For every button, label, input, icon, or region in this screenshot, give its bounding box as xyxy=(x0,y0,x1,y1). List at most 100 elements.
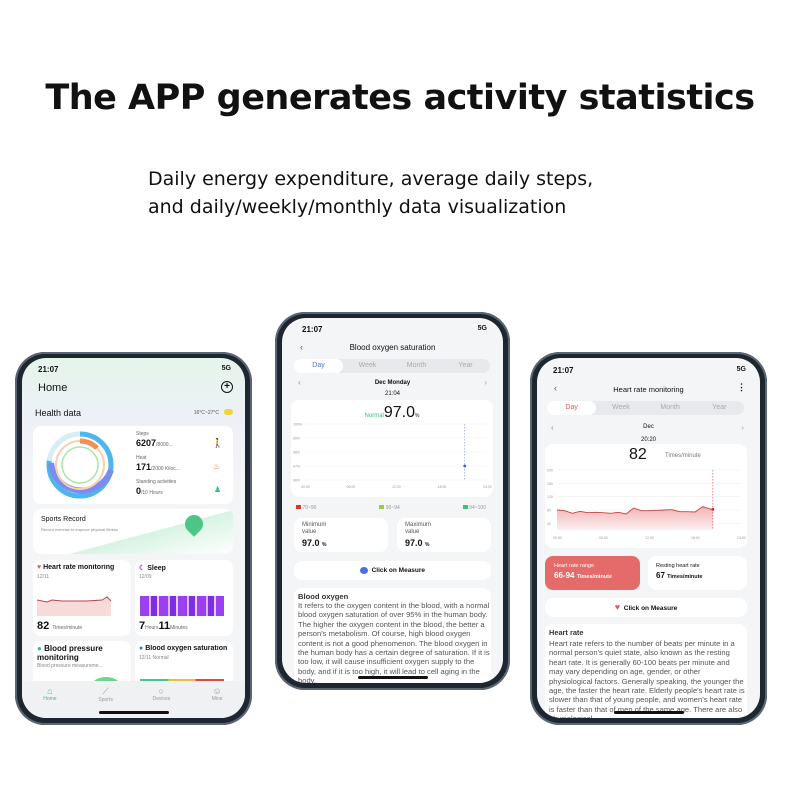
tab-year[interactable]: Year xyxy=(458,362,473,369)
status-network: 5G xyxy=(221,365,231,372)
y-tick-label: 100% xyxy=(293,423,302,427)
sleep-card-title: Sleep xyxy=(147,565,166,572)
page-title: Blood oxygen saturation xyxy=(349,343,436,352)
heart-measure-icon: ♥ xyxy=(614,602,621,612)
tab-week[interactable]: Week xyxy=(358,362,377,369)
oxygen-chart: 100% 99% 98% 97% 96%00:00 06:00 12:00 18:00 24:0… xyxy=(293,423,492,490)
heart-rate-card-unit: Times/minute xyxy=(52,625,83,631)
weather-sun-icon xyxy=(224,409,233,415)
y-tick-label: 200 xyxy=(547,469,553,473)
x-tick-label: 24:00 xyxy=(483,485,492,489)
x-tick-label: 00:00 xyxy=(553,536,562,540)
walking-icon: 🚶 xyxy=(212,438,224,448)
blood-oxygen-range-bar xyxy=(140,679,224,682)
heart-rate-card-date: 12/11 xyxy=(37,574,50,580)
y-tick-label: 160 xyxy=(547,482,553,486)
sports-record-title: Sports Record xyxy=(41,516,86,523)
heart-rate-chart-card: 82 Times/minute 200 160 120 80 40 00:00 06:00 1… xyxy=(545,444,747,548)
info-text: It refers to the oxygen content in the b… xyxy=(298,601,490,683)
heat-label: Heat xyxy=(136,455,147,461)
sports-record-card[interactable]: Sports Record Record exercise to improve… xyxy=(33,509,233,554)
flame-icon: ♨ xyxy=(213,462,221,471)
x-tick-label: 12:00 xyxy=(645,536,654,540)
next-date-button[interactable]: › xyxy=(484,378,487,387)
more-options-icon[interactable]: ⋮ xyxy=(737,382,746,392)
oxygen-unit: % xyxy=(415,413,420,419)
add-icon[interactable]: + xyxy=(221,381,233,393)
info-title: Blood oxygen xyxy=(298,592,349,601)
data-point xyxy=(711,507,715,511)
heart-rate-unit: Times/minute xyxy=(665,453,701,459)
standing-label: Standing activities xyxy=(136,479,177,485)
heart-rate-screen: 21:07 5G ‹ Heart rate monitoring ⋮ Day We… xyxy=(537,358,760,718)
next-date-button[interactable]: › xyxy=(741,423,744,432)
blood-oxygen-info-card: Blood oxygen It refers to the oxygen con… xyxy=(294,588,491,683)
status-time: 21:07 xyxy=(38,365,59,374)
prev-date-button[interactable]: ‹ xyxy=(298,378,301,387)
legend-item-high: 94~100 xyxy=(462,505,486,511)
standing-icon: ♟ xyxy=(214,485,222,494)
home-title: Home xyxy=(38,382,68,394)
blood-pressure-icon: ● xyxy=(37,644,42,653)
info-text: Heart rate refers to the number of beats… xyxy=(549,639,745,718)
date-label: Dec Monday xyxy=(374,380,411,386)
tab-year[interactable]: Year xyxy=(712,404,727,411)
measure-button[interactable]: ♥ Click on Measure xyxy=(545,598,747,617)
sleep-hours-unit: Hours xyxy=(145,625,159,631)
x-tick-label: 24:00 xyxy=(737,536,746,540)
tab-devices[interactable]: ○ Devices xyxy=(134,681,190,718)
tab-week[interactable]: Week xyxy=(611,404,630,411)
minimum-value: 97.0 xyxy=(302,538,320,548)
standing-value: 0 xyxy=(136,486,142,496)
heart-rate-range-card: Heart rate range 66-94 Times/minute xyxy=(545,556,640,590)
heart-rate-mini-chart xyxy=(37,596,111,616)
phone-home: 21:07 5G Home + Health data 16°C~27°C St… xyxy=(15,352,252,725)
tab-month[interactable]: Month xyxy=(406,362,427,369)
maximum-value: 97.0 xyxy=(405,538,423,548)
user-icon: ☺ xyxy=(212,686,222,696)
heart-rate-line xyxy=(556,506,713,515)
time-label: 21:04 xyxy=(384,391,400,397)
sleep-card[interactable]: ☾ Sleep 12/09 7Hours11Minutes xyxy=(135,560,233,636)
blood-oxygen-screen: 21:07 5G ‹ Blood oxygen saturation Day We… xyxy=(282,318,503,683)
back-button[interactable]: ‹ xyxy=(300,342,303,352)
range-unit: Times/minute xyxy=(576,574,613,580)
heart-rate-info-card: Heart rate Heart rate refers to the numb… xyxy=(545,624,747,718)
maximum-value-card: Maximum value 97.0 % xyxy=(397,518,491,552)
blood-pressure-card-subtitle: Blood pressure measureme... xyxy=(37,663,103,669)
heat-goal: /2000 Kiloc... xyxy=(151,466,180,472)
y-tick-label: 40 xyxy=(547,522,551,526)
time-label: 20:20 xyxy=(640,437,656,443)
range-label: Heart rate range xyxy=(554,563,595,569)
measure-button[interactable]: Click on Measure xyxy=(294,561,491,580)
phone-heart-rate: 21:07 5G ‹ Heart rate monitoring ⋮ Day We… xyxy=(530,352,767,725)
tab-month[interactable]: Month xyxy=(660,404,680,411)
status-time: 21:07 xyxy=(553,366,574,375)
location-pin-icon xyxy=(181,511,207,537)
tab-home[interactable]: ⌂ Home xyxy=(22,681,78,718)
info-title: Heart rate xyxy=(549,628,584,637)
sports-record-subtitle: Record exercise to improve physical fitn… xyxy=(41,527,118,532)
tab-day[interactable]: Day xyxy=(547,401,597,415)
oxygen-status: Normal xyxy=(364,413,384,419)
range-value: 66-94 xyxy=(554,571,575,580)
tab-mine[interactable]: ☺ Mine xyxy=(189,681,245,718)
resting-value: 67 xyxy=(656,571,665,580)
sleep-card-date: 12/09 xyxy=(139,574,152,580)
tab-sports[interactable]: ⟋ Sports xyxy=(78,681,134,718)
x-tick-label: 06:00 xyxy=(347,485,356,489)
health-data-heading: Health data xyxy=(35,408,82,418)
period-tabs: Day Week Month Year xyxy=(547,401,744,415)
health-summary-card[interactable]: Steps 6207/8000... 🚶 Heat 171/2000 Kiloc… xyxy=(33,426,233,504)
back-button[interactable]: ‹ xyxy=(554,383,557,393)
heart-rate-card[interactable]: ♥ Heart rate monitoring 12/11 82 Times/m… xyxy=(33,560,131,636)
heart-rate-card-title: Heart rate monitoring xyxy=(43,564,115,571)
subtitle-line-2: and daily/weekly/monthly data visualizat… xyxy=(148,196,567,218)
blood-oxygen-icon: ● xyxy=(139,645,144,652)
prev-date-button[interactable]: ‹ xyxy=(551,423,554,432)
heart-rate-chart: 200 160 120 80 40 00:00 06:00 12:00 18:00 24:00 xyxy=(547,469,746,541)
steps-label: Steps xyxy=(136,431,149,437)
status-network: 5G xyxy=(736,366,746,373)
tab-day[interactable]: Day xyxy=(294,359,343,373)
blood-pressure-card-title: Blood pressure monitoring xyxy=(37,644,103,662)
